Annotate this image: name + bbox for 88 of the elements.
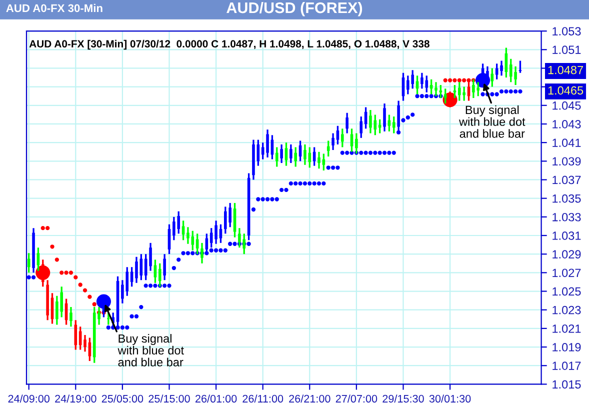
point — [40, 226, 45, 230]
annotation: Buy signal with blue dot and blue bar — [118, 334, 184, 366]
text: 1.0465 — [548, 86, 584, 95]
candlestick — [453, 84, 456, 99]
point — [448, 78, 452, 82]
y-tick-label: 1.015 — [552, 380, 581, 389]
point — [45, 226, 50, 230]
candlestick — [434, 81, 438, 97]
chart-title: AUD/USD (FOREX) — [226, 2, 362, 16]
y-tick-label: 1.041 — [552, 138, 581, 147]
candlestick — [294, 146, 297, 168]
candlestick — [27, 252, 30, 274]
y-tick-label: 1.017 — [552, 362, 581, 370]
x-tick-label: 26/21:00 — [289, 394, 330, 403]
x-tick-label: 24/19:00 — [55, 394, 96, 403]
point — [54, 258, 60, 262]
x-tick-label: 30/01:30 — [429, 394, 471, 403]
candlestick — [290, 144, 292, 164]
y-tick-label: 1.019 — [552, 343, 581, 352]
y-tick-label: 1.029 — [552, 250, 581, 258]
candlestick — [346, 112, 348, 134]
x-tick-label: 24/09:00 — [8, 394, 50, 403]
y-tick-label: 1.053 — [552, 27, 581, 36]
candlestick — [275, 146, 278, 168]
candlestick — [490, 67, 494, 88]
candlestick — [130, 266, 134, 288]
y-tick-label: 1.023 — [552, 306, 581, 314]
candlestick — [135, 256, 138, 284]
candlestick — [233, 202, 236, 238]
point — [64, 270, 68, 275]
candlestick — [219, 224, 222, 244]
point — [74, 275, 78, 280]
candlestick — [326, 140, 330, 158]
candlestick — [518, 60, 522, 74]
candlestick — [163, 253, 166, 281]
candlestick — [332, 132, 334, 151]
point — [452, 78, 457, 82]
candlestick — [280, 144, 283, 164]
x-tick-label: 26/11:00 — [242, 394, 284, 403]
text: AUD A0-FX [30-Min] 07/30/12 0.0000 C 1.0487, H 1.0498, L 1.0485, O 1.0488, V 338 — [29, 40, 430, 50]
point — [443, 78, 448, 82]
candlestick — [360, 116, 363, 139]
candlestick — [340, 128, 344, 148]
candlestick — [383, 102, 386, 132]
x-tick-label: 25/15:00 — [148, 394, 190, 403]
point — [82, 288, 88, 292]
text: 1.0487 — [548, 66, 583, 74]
candlestick — [336, 125, 340, 146]
point — [457, 78, 462, 82]
point — [88, 294, 92, 299]
y-tick-label: 1.045 — [552, 101, 581, 110]
candlestick — [154, 258, 157, 284]
y-tick-label: 1.033 — [552, 212, 581, 222]
text: AUD A0-FX 30-Min — [6, 4, 102, 12]
x-tick-label: 29/15:30 — [382, 394, 424, 403]
point — [68, 270, 74, 275]
x-tick-label: 26/01:00 — [196, 394, 237, 403]
y-tick-label: 1.051 — [552, 46, 581, 54]
candlestick — [444, 88, 447, 104]
point — [50, 244, 54, 249]
point — [78, 282, 82, 287]
candlestick — [266, 128, 269, 158]
candlestick — [70, 306, 72, 328]
candlestick — [500, 60, 503, 76]
y-tick-label: 1.035 — [552, 194, 581, 203]
candlestick — [74, 319, 78, 351]
x-tick-label: 27/07:00 — [336, 394, 378, 403]
candlestick — [140, 253, 143, 281]
candlestick — [84, 334, 86, 352]
x-tick-label: 25/05:00 — [102, 394, 144, 403]
point — [462, 78, 466, 82]
candlestick — [350, 128, 354, 153]
y-tick-label: 1.025 — [552, 287, 581, 296]
y-tick-label: 1.031 — [552, 232, 581, 240]
y-tick-label: 1.039 — [552, 157, 581, 166]
candlestick — [392, 116, 396, 134]
candlestick — [369, 109, 372, 134]
annotation: Buy signal with blue dot and blue bar — [458, 105, 526, 138]
y-tick-label: 1.043 — [552, 120, 581, 128]
candlestick — [144, 253, 148, 281]
candlestick — [149, 242, 152, 272]
y-tick-label: 1.037 — [552, 176, 581, 184]
candlestick — [182, 220, 185, 241]
candlestick — [318, 151, 320, 170]
point — [92, 302, 96, 306]
y-tick-label: 1.021 — [552, 324, 581, 333]
point — [60, 270, 64, 275]
y-tick-label: 1.027 — [552, 268, 581, 278]
